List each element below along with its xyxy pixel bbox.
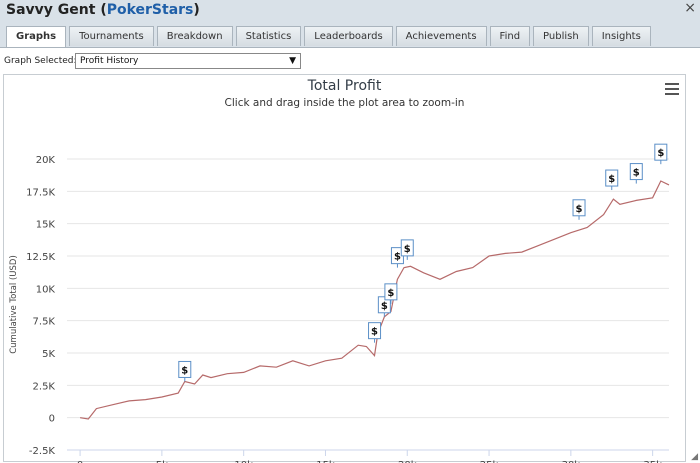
x-tick-label: 5k — [156, 460, 168, 463]
open-paren: ( — [100, 2, 107, 18]
x-tick-label: 0 — [77, 460, 83, 463]
x-tick-label: 15k — [316, 460, 335, 463]
significant-win-label: $ — [633, 168, 640, 179]
graph-select-dropdown[interactable]: Profit History ▼ — [75, 53, 301, 69]
x-tick-label: 35k — [643, 460, 662, 463]
tab-tournaments[interactable]: Tournaments — [69, 26, 154, 46]
chart-container[interactable]: Total Profit Click and drag inside the p… — [3, 74, 687, 463]
y-tick-label: 15K — [36, 220, 56, 231]
tab-bar: Graphs Tournaments Breakdown Statistics Lead… — [6, 26, 654, 48]
significant-win-label: $ — [371, 327, 378, 338]
graph-selected-label: Graph Selected: — [4, 56, 77, 66]
significant-win-label: $ — [381, 301, 388, 312]
tab-breakdown[interactable]: Breakdown — [156, 26, 233, 46]
x-tick-label: 30k — [562, 460, 581, 463]
significant-win-flag — [629, 163, 643, 181]
y-tick-label: 0 — [49, 414, 55, 425]
significant-win-label: $ — [576, 204, 583, 215]
significant-win-flag — [178, 360, 192, 378]
y-tick-label: -2.5K — [29, 446, 56, 457]
significant-win-label: $ — [404, 244, 411, 255]
significant-win-label: $ — [394, 252, 401, 263]
window-title: Savvy Gent (PokerStars) — [6, 2, 200, 18]
significant-win-flag — [400, 239, 414, 257]
significant-win-flag — [368, 322, 382, 340]
tab-graphs[interactable]: Graphs — [6, 26, 67, 48]
significant-win-label: $ — [181, 365, 188, 376]
tab-leaderboards[interactable]: Leaderboards — [304, 26, 393, 46]
y-tick-label: 2.5K — [33, 381, 56, 392]
x-tick-label: 25k — [480, 460, 499, 463]
significant-win-flag — [654, 143, 668, 161]
window-titlebar: Savvy Gent (PokerStars) × — [0, 0, 700, 24]
graph-select-value: Profit History — [80, 56, 139, 66]
y-axis-label: Cumulative Total (USD) — [9, 255, 19, 354]
profit-chart[interactable]: -2.5K 0 2.5K 5K 7.5K 10K 12.5K 15K 17.5K 20K 0 5k 10… — [4, 75, 687, 463]
profit-series-line — [80, 180, 670, 420]
significant-win-label: $ — [387, 288, 394, 299]
tab-find[interactable]: Find — [489, 26, 531, 46]
significant-win-flag — [384, 283, 398, 301]
x-tick-label: 20k — [398, 460, 417, 463]
tab-statistics[interactable]: Statistics — [235, 26, 302, 46]
tab-achievements[interactable]: Achievements — [395, 26, 487, 46]
close-paren: ) — [193, 2, 200, 18]
graphs-panel: Graph Selected: Profit History ▼ Total P… — [0, 47, 700, 463]
site-name: PokerStars — [106, 2, 194, 18]
y-tick-label: 12.5K — [26, 252, 55, 263]
chart-title: Total Profit — [307, 78, 382, 94]
chart-subtitle: Click and drag inside the plot area to z… — [224, 97, 465, 109]
resize-grip-icon[interactable]: ◢ — [691, 452, 698, 462]
y-tick-label: 5K — [42, 349, 55, 360]
close-icon[interactable]: × — [684, 0, 696, 16]
hamburger-menu-icon[interactable] — [665, 83, 679, 95]
significant-win-flag — [572, 199, 586, 217]
x-tick-label: 10k — [234, 460, 253, 463]
significant-win-flag — [605, 169, 619, 187]
significant-win-label: $ — [608, 174, 615, 185]
y-tick-label: 20K — [36, 155, 56, 166]
significant-win-flag — [377, 296, 391, 314]
chevron-down-icon: ▼ — [289, 56, 296, 66]
tab-insights[interactable]: Insights — [591, 26, 651, 46]
y-tick-label: 7.5K — [33, 317, 56, 328]
significant-win-label: $ — [657, 148, 664, 159]
player-name: Savvy Gent — [6, 2, 96, 18]
tab-publish[interactable]: Publish — [533, 26, 589, 46]
y-tick-label: 17.5K — [26, 187, 55, 198]
y-tick-label: 10K — [36, 284, 56, 295]
